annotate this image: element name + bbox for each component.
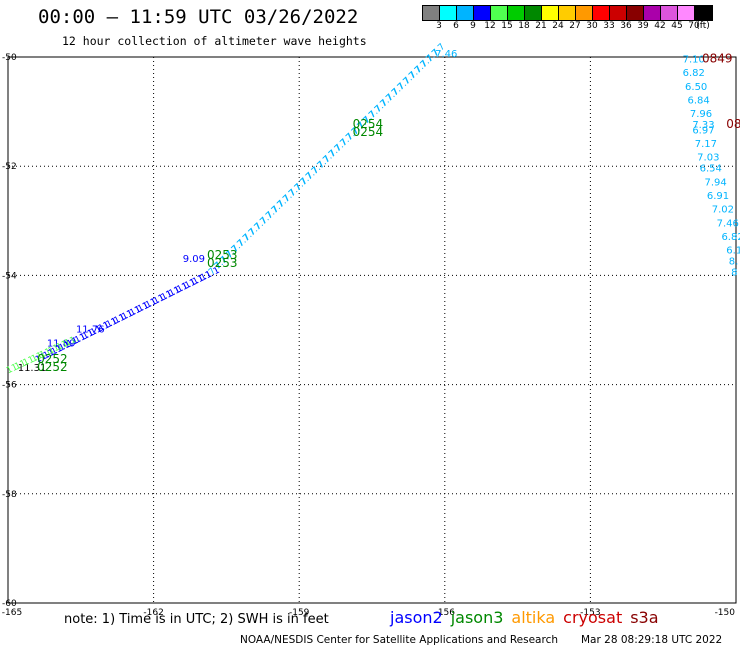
colorbar-cell	[678, 6, 695, 20]
pass-time-label: 0849	[702, 51, 733, 65]
east-track-value: 6.91	[707, 191, 729, 202]
lat-tick-label: -56	[2, 381, 17, 391]
lon-tick-label: -159	[289, 608, 310, 618]
pass-time-label: 0848	[726, 117, 740, 131]
colorbar-labels: 3 6 9 12 15 18 21 24 27 30 33 36 39 42 45 70 (ft)	[422, 21, 732, 33]
colorbar-label: 15	[501, 21, 513, 31]
map-subtitle: 12 hour collection of altimeter wave hei…	[62, 34, 367, 48]
lon-tick-label: -153	[580, 608, 600, 618]
colorbar-cell	[423, 6, 440, 20]
colorbar-label: 39	[637, 21, 649, 31]
lat-tick-label: -52	[2, 162, 17, 172]
colorbar-label: (ft)	[696, 21, 710, 31]
legend-item-jason2: jason2	[390, 608, 443, 627]
east-track-value: 8	[731, 267, 737, 278]
track-value-label: 11.31	[18, 363, 47, 374]
generated-timestamp: Mar 28 08:29:18 UTC 2022	[581, 634, 723, 646]
colorbar-cell	[627, 6, 644, 20]
track-value-label: 9.09	[183, 254, 205, 265]
colorbar-label: 24	[552, 21, 564, 31]
colorbar-label: 12	[484, 21, 496, 31]
pass-time-label: 0253	[207, 256, 238, 270]
colorbar-cell	[474, 6, 491, 20]
east-track-value: 8.	[729, 256, 739, 267]
colorbar-cell	[457, 6, 474, 20]
colorbar-cell	[559, 6, 576, 20]
lon-tick-label: -150	[715, 608, 736, 618]
east-track-value: 7.17	[695, 139, 717, 150]
colorbar-cell	[661, 6, 678, 20]
note-text: note: 1) Time is in UTC; 2) SWH is in fe…	[64, 612, 329, 627]
colorbar-cell	[610, 6, 627, 20]
legend-item-s3a: s3a	[630, 608, 659, 627]
wave-height-colorbar	[422, 5, 713, 21]
lon-tick-label: -165	[2, 608, 22, 618]
east-track-value: 7.46	[717, 218, 739, 229]
satellite-legend: jason2 jason3 altika cryosat s3a	[390, 608, 667, 627]
lon-tick-label: -156	[435, 608, 456, 618]
pass-time-label: 0253	[207, 248, 238, 262]
lat-tick-label: -50	[2, 53, 17, 63]
colorbar-label: 18	[518, 21, 530, 31]
east-track-value: 6.82	[721, 232, 740, 243]
map-grid	[7, 56, 737, 604]
east-track-value: 7.33	[692, 120, 714, 131]
colorbar-cell	[695, 6, 712, 20]
east-track-value: 7.10	[683, 54, 705, 65]
track-value-label: 11.76	[76, 325, 105, 336]
pass-time-label: 0254	[353, 117, 384, 131]
colorbar-label: 27	[569, 21, 581, 31]
east-track-value: 6.54	[700, 164, 722, 175]
east-track-value: 7.02	[712, 205, 734, 216]
east-track-value: 6.84	[687, 95, 709, 106]
legend-item-cryosat: cryosat	[563, 608, 623, 627]
east-track-value: 6.50	[685, 82, 707, 93]
east-track-value: 7.94	[704, 177, 726, 188]
track-layer: 7.77.77.77.77.77.77.77.77.77.77.77.77.77…	[5, 42, 740, 376]
colorbar-label: 21	[535, 21, 547, 31]
colorbar-cell	[508, 6, 525, 20]
legend-item-altika: altika	[511, 608, 556, 627]
colorbar-label: 70	[688, 21, 700, 31]
colorbar-cell	[593, 6, 610, 20]
colorbar-cell	[576, 6, 593, 20]
pass-time-label: 0252	[37, 352, 68, 366]
credit-text: NOAA/NESDIS Center for Satellite Applica…	[240, 634, 558, 646]
track-value-label: 7.46	[435, 49, 457, 60]
colorbar-label: 45	[671, 21, 683, 31]
colorbar-label: 30	[586, 21, 598, 31]
colorbar-label: 6	[453, 21, 459, 31]
colorbar-cell	[644, 6, 661, 20]
map-frame	[7, 56, 737, 604]
colorbar-label: 3	[436, 21, 442, 31]
axis-labels: -165 -162 -159 -156 -153 -150 -50 -52 -54 -56 -58 -…	[2, 53, 735, 618]
colorbar-cell	[542, 6, 559, 20]
legend-item-jason3: jason3	[450, 608, 504, 627]
east-track-value: 7.96	[690, 109, 712, 120]
pass-time-label: 0252	[37, 360, 68, 374]
lat-tick-label: -58	[2, 490, 17, 500]
colorbar-label: 33	[603, 21, 615, 31]
lat-tick-label: -60	[2, 599, 17, 609]
pass-time-label: 0254	[353, 125, 384, 139]
colorbar-label: 9	[470, 21, 476, 31]
lon-tick-label: -162	[143, 608, 163, 618]
east-track-value: 6.82	[683, 68, 705, 79]
colorbar-cell	[491, 6, 508, 20]
colorbar-label: 36	[620, 21, 632, 31]
east-track-value: 6.1	[726, 246, 740, 257]
east-track-value: 7.03	[697, 153, 719, 164]
map-title: 00:00 – 11:59 UTC 03/26/2022	[38, 6, 359, 28]
track-value-label: 11.89	[47, 338, 76, 349]
east-track-value: 6.97	[692, 125, 714, 136]
colorbar-label: 42	[654, 21, 666, 31]
lat-tick-label: -54	[2, 271, 17, 281]
colorbar-cell	[525, 6, 542, 20]
colorbar-cell	[440, 6, 457, 20]
